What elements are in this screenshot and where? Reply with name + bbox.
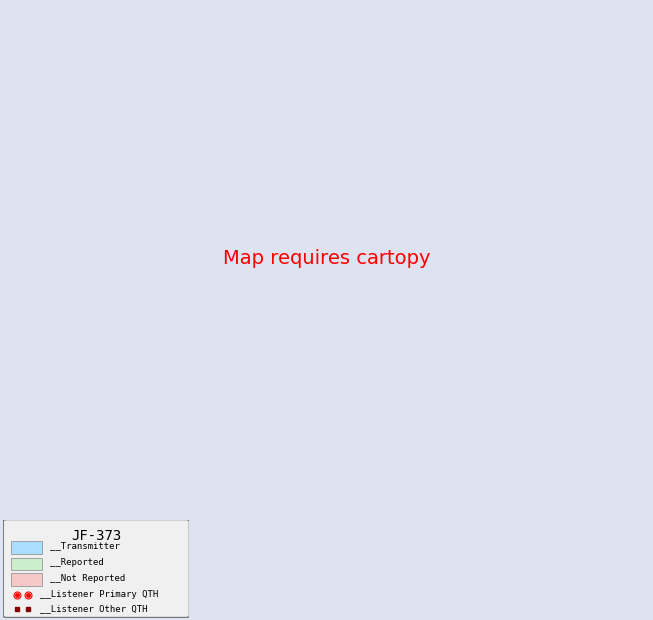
Text: __Reported: __Reported [50, 558, 104, 567]
FancyBboxPatch shape [3, 520, 189, 618]
Text: Map requires cartopy: Map requires cartopy [223, 249, 430, 268]
Text: __Not Reported: __Not Reported [50, 574, 125, 583]
Text: __Listener Primary QTH: __Listener Primary QTH [40, 590, 159, 600]
Bar [10, 541, 42, 554]
Text: __Transmitter: __Transmitter [50, 541, 119, 551]
Bar [10, 558, 42, 570]
Bar [10, 574, 42, 586]
Text: JF-373: JF-373 [71, 529, 121, 543]
Text: __Listener Other QTH: __Listener Other QTH [40, 604, 148, 613]
